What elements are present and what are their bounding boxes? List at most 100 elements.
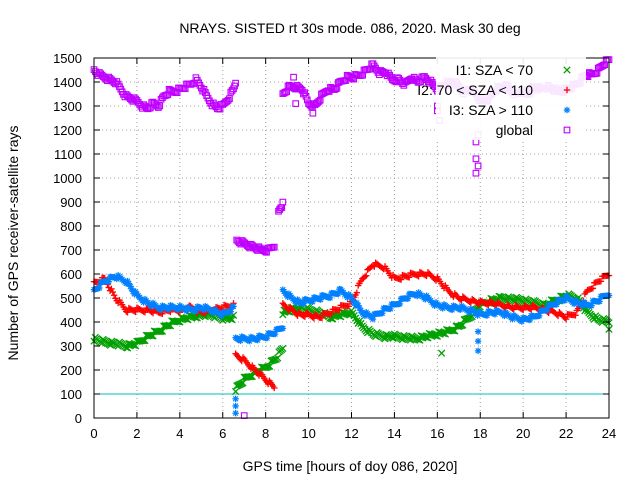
data-point — [414, 272, 421, 279]
data-point — [122, 308, 130, 315]
data-point — [562, 315, 570, 323]
data-point — [302, 92, 310, 100]
y-tick-label: 1200 — [53, 123, 82, 138]
data-point — [536, 312, 543, 320]
x-tick-label: 12 — [344, 426, 358, 441]
data-point — [332, 85, 339, 93]
data-point — [509, 305, 516, 312]
data-point — [292, 100, 300, 107]
data-point — [437, 349, 446, 357]
data-point — [348, 294, 355, 301]
data-point — [110, 292, 118, 299]
data-point — [239, 354, 247, 361]
data-point — [474, 162, 482, 170]
data-point — [231, 387, 240, 396]
legend-background — [436, 56, 586, 140]
legend-marker — [563, 106, 571, 114]
data-point — [474, 328, 482, 335]
series-segment — [90, 272, 237, 320]
data-point — [544, 306, 551, 314]
data-point — [361, 273, 369, 280]
data-point — [309, 109, 317, 117]
y-tick-label: 700 — [60, 243, 82, 258]
series-i3 — [90, 272, 613, 417]
data-point — [271, 384, 278, 392]
data-point — [528, 306, 535, 313]
data-point — [131, 307, 138, 315]
data-point — [483, 301, 491, 308]
data-point — [279, 325, 287, 332]
data-point — [138, 337, 146, 345]
x-tick-label: 18 — [473, 426, 487, 441]
data-point — [227, 308, 234, 315]
series-segment — [275, 198, 287, 215]
x-tick-label: 8 — [262, 426, 269, 441]
data-point — [276, 206, 283, 213]
y-tick-label: 900 — [60, 195, 82, 210]
x-tick-label: 20 — [516, 426, 530, 441]
data-point — [158, 327, 167, 335]
series-segment — [232, 325, 287, 345]
series-i1 — [90, 290, 613, 396]
y-tick-label: 0 — [75, 411, 82, 426]
data-point — [232, 395, 239, 402]
data-point — [232, 410, 239, 417]
data-point — [404, 295, 412, 302]
x-tick-label: 10 — [301, 426, 315, 441]
data-point — [266, 362, 274, 370]
data-point — [397, 276, 405, 283]
data-point — [105, 278, 112, 285]
data-point — [353, 289, 361, 296]
data-point — [387, 305, 394, 313]
data-point — [263, 334, 271, 342]
data-point — [315, 98, 323, 105]
data-point — [553, 301, 560, 308]
y-tick-label: 600 — [60, 267, 82, 282]
y-tick-label: 400 — [60, 315, 82, 330]
data-point — [274, 354, 282, 362]
legend-label: global — [496, 122, 533, 138]
data-point — [157, 327, 165, 335]
data-point — [369, 315, 377, 323]
data-point — [290, 73, 297, 81]
data-point — [237, 337, 244, 344]
y-tick-label: 1400 — [53, 75, 82, 90]
legend: I1: SZA < 70 I2: 70 < SZA < 110 I3: SZA > … — [417, 56, 586, 140]
data-point — [363, 272, 370, 279]
data-point — [597, 278, 605, 285]
series-segment — [90, 308, 238, 352]
x-tick-label: 0 — [90, 426, 97, 441]
y-tick-label: 500 — [60, 291, 82, 306]
series-segment — [232, 328, 482, 417]
x-tick-label: 16 — [430, 426, 444, 441]
y-axis-title: Number of GPS receiver-satellite rays — [5, 126, 21, 361]
series-segment — [231, 344, 287, 396]
data-point — [245, 373, 254, 381]
data-point — [230, 303, 237, 310]
data-point — [232, 79, 239, 87]
data-point — [345, 303, 353, 310]
data-point — [336, 306, 343, 314]
y-tick-label: 800 — [60, 219, 82, 234]
data-point — [270, 243, 278, 251]
data-point — [472, 169, 480, 177]
data-point — [226, 95, 233, 103]
data-point — [318, 314, 326, 322]
data-point — [300, 312, 307, 320]
x-tick-label: 22 — [559, 426, 573, 441]
y-tick-label: 1300 — [53, 99, 82, 114]
data-point — [301, 89, 309, 97]
data-point — [589, 285, 597, 292]
series-segment — [232, 350, 278, 392]
x-tick-label: 4 — [176, 426, 183, 441]
tick-labels: 0 2 4 6 8 10 12 14 16 18 20 22 240100200300400500600… — [53, 51, 616, 441]
data-point — [271, 330, 279, 338]
data-point — [561, 297, 568, 304]
data-point — [459, 321, 467, 329]
data-point — [228, 315, 236, 324]
data-point — [232, 402, 239, 410]
legend-label: I2: 70 < SZA < 110 — [417, 82, 533, 98]
data-point — [328, 310, 335, 318]
